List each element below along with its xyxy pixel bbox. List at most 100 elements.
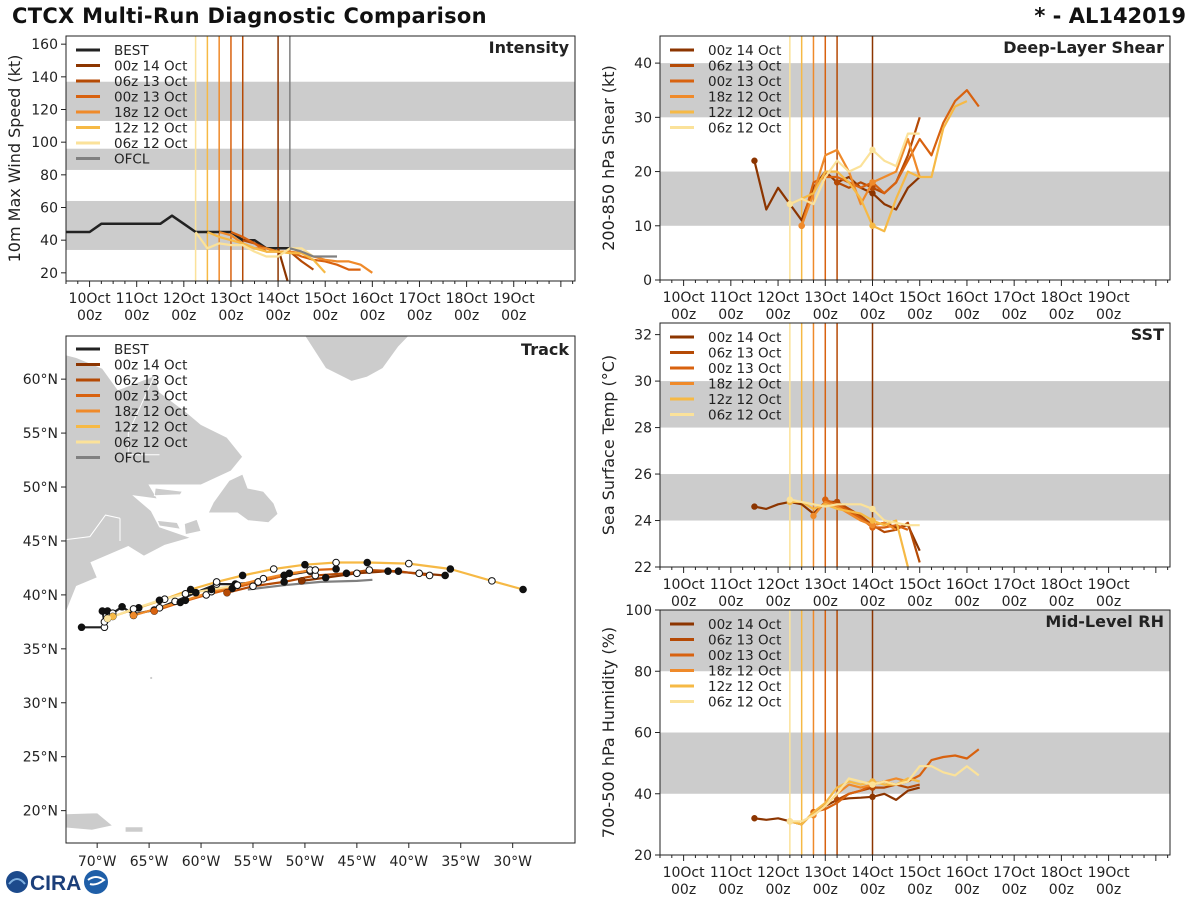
legend-label-00z-13-oct: 00z 13 Oct	[708, 361, 781, 377]
y-tick-label: 120	[31, 103, 58, 119]
track-start-marker-06z-12-oct	[104, 615, 112, 623]
track-point-00z-14-oct	[321, 573, 330, 582]
x-tick-label-hour: 00z	[1049, 882, 1074, 898]
shade-band-2	[660, 381, 1170, 428]
series-day-marker-06z-12-oct	[869, 505, 876, 513]
track-point-12z-12-oct	[238, 571, 247, 580]
track-point-00z-13-oct	[332, 565, 340, 573]
series-start-marker-06z-13-oct	[833, 179, 841, 186]
x-tick-label-hour: 00z	[765, 307, 790, 323]
x-tick-label: 12Oct 00z	[757, 577, 800, 610]
x-tick-label-hour: 00z	[1049, 594, 1074, 610]
x-tick-label: 13Oct 00z	[804, 865, 847, 898]
legend-label-ofcl: OFCL	[114, 451, 150, 467]
track-point-12z-12-oct	[363, 558, 372, 567]
shade-band-1	[660, 474, 1170, 521]
x-tick-label-hour: 00z	[171, 308, 196, 324]
series-line-18z-12-oct	[800, 137, 921, 227]
series-line-18z-12-oct	[812, 500, 897, 531]
track-point-06z-13-oct	[342, 569, 351, 578]
legend-label-00z-13-oct: 00z 13 Oct	[114, 90, 187, 106]
x-tick-label-date: 15Oct	[899, 577, 942, 593]
x-tick-label: 16Oct 00z	[946, 290, 989, 323]
series-start-marker-06z-12-oct	[786, 818, 794, 825]
y-tick-label: 45°N	[23, 534, 58, 550]
y-tick-label: 20	[634, 848, 652, 864]
series-day-marker-18z-12-oct	[869, 521, 876, 529]
legend-label-18z-12-oct: 18z 12 Oct	[114, 404, 187, 420]
newfoundland-landmass	[207, 473, 279, 524]
axes-frame	[659, 322, 1171, 568]
track-point-00z-14-oct	[415, 569, 423, 578]
x-tick-label: 13Oct 00z	[804, 290, 847, 323]
track-point-06z-13-oct	[249, 582, 257, 591]
x-tick-label-hour: 00z	[407, 308, 432, 324]
x-tick-label-date: 19Oct	[1088, 865, 1131, 881]
legend-label-18z-12-oct: 18z 12 Oct	[114, 105, 187, 121]
x-tick-label-date: 19Oct	[493, 291, 536, 307]
x-tick-label-hour: 00z	[124, 308, 149, 324]
track-point-18z-12-oct	[155, 604, 164, 612]
x-tick-label-date: 12Oct	[757, 290, 800, 306]
figure-title: CTCX Multi-Run Diagnostic Comparison	[12, 4, 487, 28]
shade-band-1	[660, 171, 1170, 226]
x-tick-label-date: 19Oct	[1088, 290, 1131, 306]
series-day-marker-00z-14-oct	[869, 793, 876, 801]
track-point-best	[77, 623, 86, 632]
x-tick-label-date: 16Oct	[946, 290, 989, 306]
series-line-best	[66, 214, 290, 250]
x-tick-label-hour: 00z	[718, 594, 743, 610]
legend-label-12z-12-oct: 12z 12 Oct	[708, 105, 781, 121]
x-tick-label-date: 14Oct	[257, 291, 300, 307]
shade-band-1	[660, 732, 1170, 794]
x-tick-label-date: 19Oct	[1088, 577, 1131, 593]
y-axis-label: 10m Max Wind Speed (kt)	[5, 55, 24, 263]
x-tick-label: 16Oct 00z	[351, 291, 394, 324]
shade-band-3	[66, 81, 575, 121]
legend-label-06z-13-oct: 06z 13 Oct	[114, 373, 187, 389]
cira-logo: CIRA	[6, 870, 108, 895]
y-tick-label: 22	[634, 560, 652, 576]
x-tick-label-date: 12Oct	[163, 291, 206, 307]
x-tick-label: 10Oct 00z	[663, 290, 706, 323]
x-tick-label-hour: 00z	[1002, 307, 1027, 323]
series-line-06z-12-oct	[789, 498, 920, 527]
y-tick-label: 60	[634, 726, 652, 742]
x-tick-label-date: 10Oct	[663, 290, 706, 306]
x-tick-label-date: 16Oct	[946, 577, 989, 593]
track-point-06z-12-oct	[207, 585, 216, 594]
track-start-marker-00z-14-oct	[298, 577, 306, 585]
y-tick-label: 32	[634, 328, 652, 344]
y-tick-label: 160	[31, 37, 58, 53]
series-start-marker-00z-14-oct	[751, 815, 758, 822]
track-line-best	[81, 570, 311, 629]
x-tick-label-date: 14Oct	[851, 577, 894, 593]
y-tick-label: 30°N	[23, 696, 58, 712]
panel-title: Mid-Level RH	[1045, 612, 1164, 631]
y-tick-label: 0	[643, 273, 652, 289]
x-tick-label-date: 10Oct	[69, 291, 112, 307]
us-canada-border	[66, 514, 121, 541]
track-point-06z-12-oct	[233, 581, 242, 589]
anticosti-landmass	[153, 487, 183, 497]
x-tick-label-date: 18Oct	[446, 291, 489, 307]
x-tick-label-date: 15Oct	[899, 290, 942, 306]
x-tick-label: 19Oct 00z	[1088, 865, 1131, 898]
x-tick-label-hour: 00z	[954, 882, 979, 898]
x-tick-label-date: 16Oct	[351, 291, 394, 307]
x-tick-label: 16Oct 00z	[946, 577, 989, 610]
y-axis-label: 700-500 hPa Humidity (%)	[599, 627, 618, 838]
legend-label-06z-12-oct: 06z 12 Oct	[708, 121, 781, 137]
series-line-ofcl	[289, 247, 337, 258]
y-tick-label: 100	[625, 603, 652, 619]
x-tick-label-hour: 00z	[218, 308, 243, 324]
legend-label-00z-14-oct: 00z 14 Oct	[708, 330, 781, 346]
x-tick-label: 70°W	[78, 854, 117, 870]
x-tick-label-hour: 00z	[907, 882, 932, 898]
series-line-12z-12-oct	[789, 500, 909, 567]
cape-breton-landmass	[183, 518, 202, 535]
x-tick-label: 12Oct 00z	[757, 290, 800, 323]
x-tick-label: 18Oct 00z	[1040, 865, 1083, 898]
